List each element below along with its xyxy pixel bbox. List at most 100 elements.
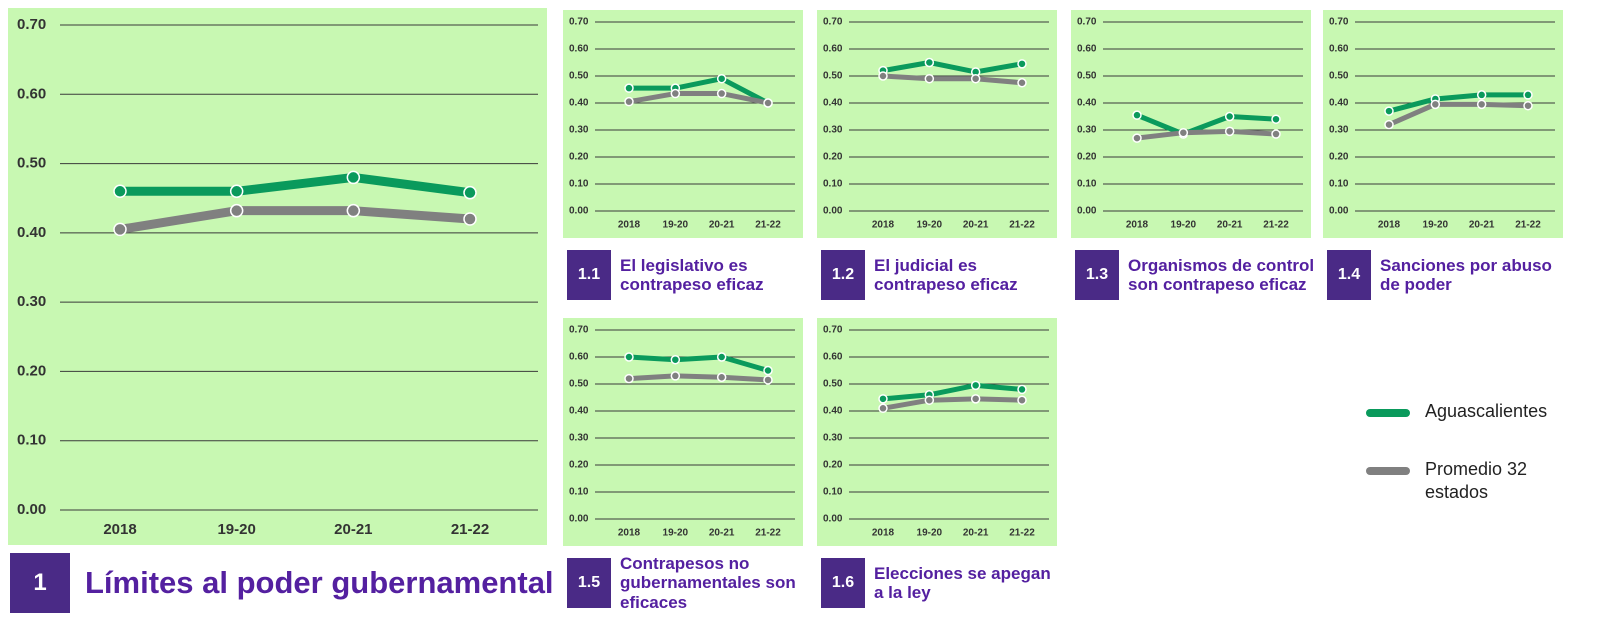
point bbox=[624, 83, 634, 93]
point bbox=[1384, 106, 1394, 116]
series-line bbox=[1386, 92, 1531, 114]
y-tick-label: 0.00 bbox=[1077, 206, 1097, 217]
point bbox=[924, 73, 935, 84]
series-line bbox=[880, 382, 1025, 402]
point bbox=[763, 375, 773, 385]
chart-number: 1.2 bbox=[821, 250, 865, 300]
x-tick-label: 20-21 bbox=[963, 220, 989, 231]
y-tick-label: 0.20 bbox=[1329, 152, 1349, 163]
point bbox=[1476, 90, 1487, 100]
y-tick-label: 0.30 bbox=[17, 293, 46, 310]
chart: 0.00 0.10 0.20 0.30 0.40 0.50 0.60 0.70 2018 19-2… bbox=[563, 318, 803, 546]
point bbox=[113, 184, 127, 199]
legend-swatch bbox=[1366, 409, 1410, 417]
point bbox=[346, 203, 361, 218]
chart: 0.00 0.10 0.20 0.30 0.40 0.50 0.60 0.70 2018 19-2… bbox=[817, 10, 1057, 238]
point bbox=[878, 394, 888, 404]
x-tick-label: 19-20 bbox=[217, 521, 255, 538]
series-line bbox=[1386, 101, 1531, 128]
series-line bbox=[1134, 112, 1279, 137]
y-tick-label: 0.40 bbox=[1077, 98, 1097, 109]
chart-title: Límites al poder gubernamental bbox=[85, 564, 554, 600]
x-tick-label: 2018 bbox=[103, 521, 136, 538]
y-tick-label: 0.30 bbox=[1329, 125, 1349, 136]
y-tick-label: 0.60 bbox=[17, 85, 46, 102]
series-line bbox=[626, 76, 771, 106]
y-tick-label: 0.00 bbox=[823, 206, 843, 217]
point bbox=[1476, 99, 1487, 110]
y-tick-label: 0.70 bbox=[17, 16, 46, 33]
point bbox=[970, 394, 981, 404]
y-tick-label: 0.00 bbox=[569, 514, 589, 525]
y-tick-label: 0.10 bbox=[569, 487, 589, 498]
point bbox=[463, 185, 477, 200]
plot-background bbox=[563, 10, 803, 238]
chart-title: El legislativo es contrapeso eficaz bbox=[620, 255, 764, 294]
y-tick-label: 0.10 bbox=[1077, 179, 1097, 190]
point bbox=[1523, 90, 1533, 100]
point bbox=[763, 365, 773, 376]
x-tick-label: 2018 bbox=[872, 528, 895, 539]
point bbox=[624, 96, 634, 107]
y-tick-label: 0.20 bbox=[569, 460, 589, 471]
x-tick-label: 19-20 bbox=[663, 220, 689, 231]
point bbox=[670, 354, 681, 365]
y-tick-label: 0.10 bbox=[569, 179, 589, 190]
point bbox=[670, 371, 681, 381]
x-tick-label: 19-20 bbox=[1423, 220, 1449, 231]
y-tick-label: 0.20 bbox=[823, 460, 843, 471]
point bbox=[1384, 119, 1394, 130]
x-tick-label: 21-22 bbox=[1515, 220, 1541, 231]
x-tick-label: 2018 bbox=[618, 220, 641, 231]
y-tick-label: 0.30 bbox=[823, 433, 843, 444]
chart-number: 1.6 bbox=[821, 558, 865, 608]
x-tick-label: 2018 bbox=[1378, 220, 1401, 231]
point bbox=[1271, 114, 1281, 124]
plot-background bbox=[1323, 10, 1563, 238]
chart-title: Organismos de control son contrapeso efi… bbox=[1128, 255, 1315, 294]
y-tick-label: 0.40 bbox=[17, 224, 46, 241]
x-tick-label: 19-20 bbox=[917, 220, 943, 231]
x-tick-label: 19-20 bbox=[663, 528, 689, 539]
y-tick-label: 0.70 bbox=[1077, 17, 1097, 28]
point bbox=[716, 372, 727, 382]
y-tick-label: 0.10 bbox=[823, 487, 843, 498]
point bbox=[624, 373, 634, 384]
y-tick-label: 0.40 bbox=[569, 98, 589, 109]
series-line bbox=[880, 396, 1025, 411]
point bbox=[1430, 99, 1441, 110]
point bbox=[1271, 129, 1281, 139]
y-tick-label: 0.50 bbox=[569, 71, 589, 82]
series-line bbox=[880, 60, 1025, 75]
series-line bbox=[626, 354, 771, 373]
chart: 0.00 0.10 0.20 0.30 0.40 0.50 0.60 0.70 2018 19-2… bbox=[817, 318, 1057, 546]
point bbox=[1017, 78, 1027, 88]
x-tick-label: 21-22 bbox=[1009, 220, 1035, 231]
legend-swatch bbox=[1366, 467, 1410, 475]
x-tick-label: 20-21 bbox=[709, 528, 735, 539]
point bbox=[1017, 384, 1027, 395]
x-tick-label: 20-21 bbox=[963, 528, 989, 539]
chart-title: Contrapesos no gubernamentales son efica… bbox=[620, 554, 796, 612]
legend-label: Promedio 32 estados bbox=[1425, 459, 1528, 503]
point bbox=[716, 88, 727, 99]
plot-background bbox=[817, 10, 1057, 238]
y-tick-label: 0.20 bbox=[823, 152, 843, 163]
point bbox=[924, 57, 935, 68]
x-tick-label: 21-22 bbox=[755, 528, 781, 539]
plot-background bbox=[817, 318, 1057, 546]
point bbox=[924, 395, 935, 405]
point bbox=[970, 380, 981, 391]
y-tick-label: 0.60 bbox=[823, 352, 843, 363]
series-line bbox=[115, 206, 475, 234]
y-tick-label: 0.20 bbox=[569, 152, 589, 163]
chart: 0.00 0.10 0.20 0.30 0.40 0.50 0.60 0.70 2018 19-2… bbox=[1323, 10, 1563, 238]
point bbox=[716, 73, 727, 84]
chart-title: Sanciones por abuso de poder bbox=[1380, 255, 1552, 294]
x-tick-label: 20-21 bbox=[1217, 220, 1243, 231]
y-tick-label: 0.50 bbox=[823, 71, 843, 82]
chart: 0.00 0.10 0.20 0.30 0.40 0.50 0.60 0.70 2018 19-2… bbox=[563, 10, 803, 238]
x-tick-label: 21-22 bbox=[755, 220, 781, 231]
y-tick-label: 0.10 bbox=[17, 432, 46, 449]
